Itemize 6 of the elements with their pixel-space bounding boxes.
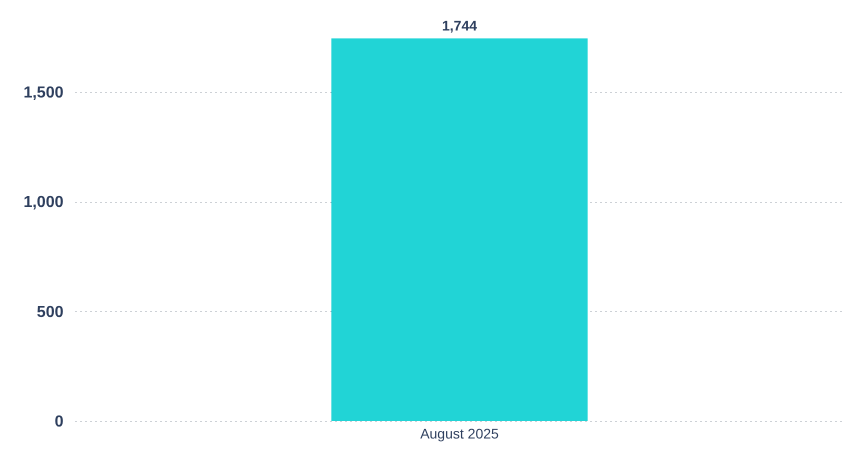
y-tick-label: 0 — [54, 414, 64, 430]
x-tick-label: August 2025 — [420, 426, 500, 442]
y-tick-label: 1,500 — [23, 84, 64, 102]
y-tick-label: 1,000 — [23, 194, 64, 212]
y-tick-label: 500 — [36, 304, 64, 321]
data-label: 1,744 — [442, 17, 478, 34]
